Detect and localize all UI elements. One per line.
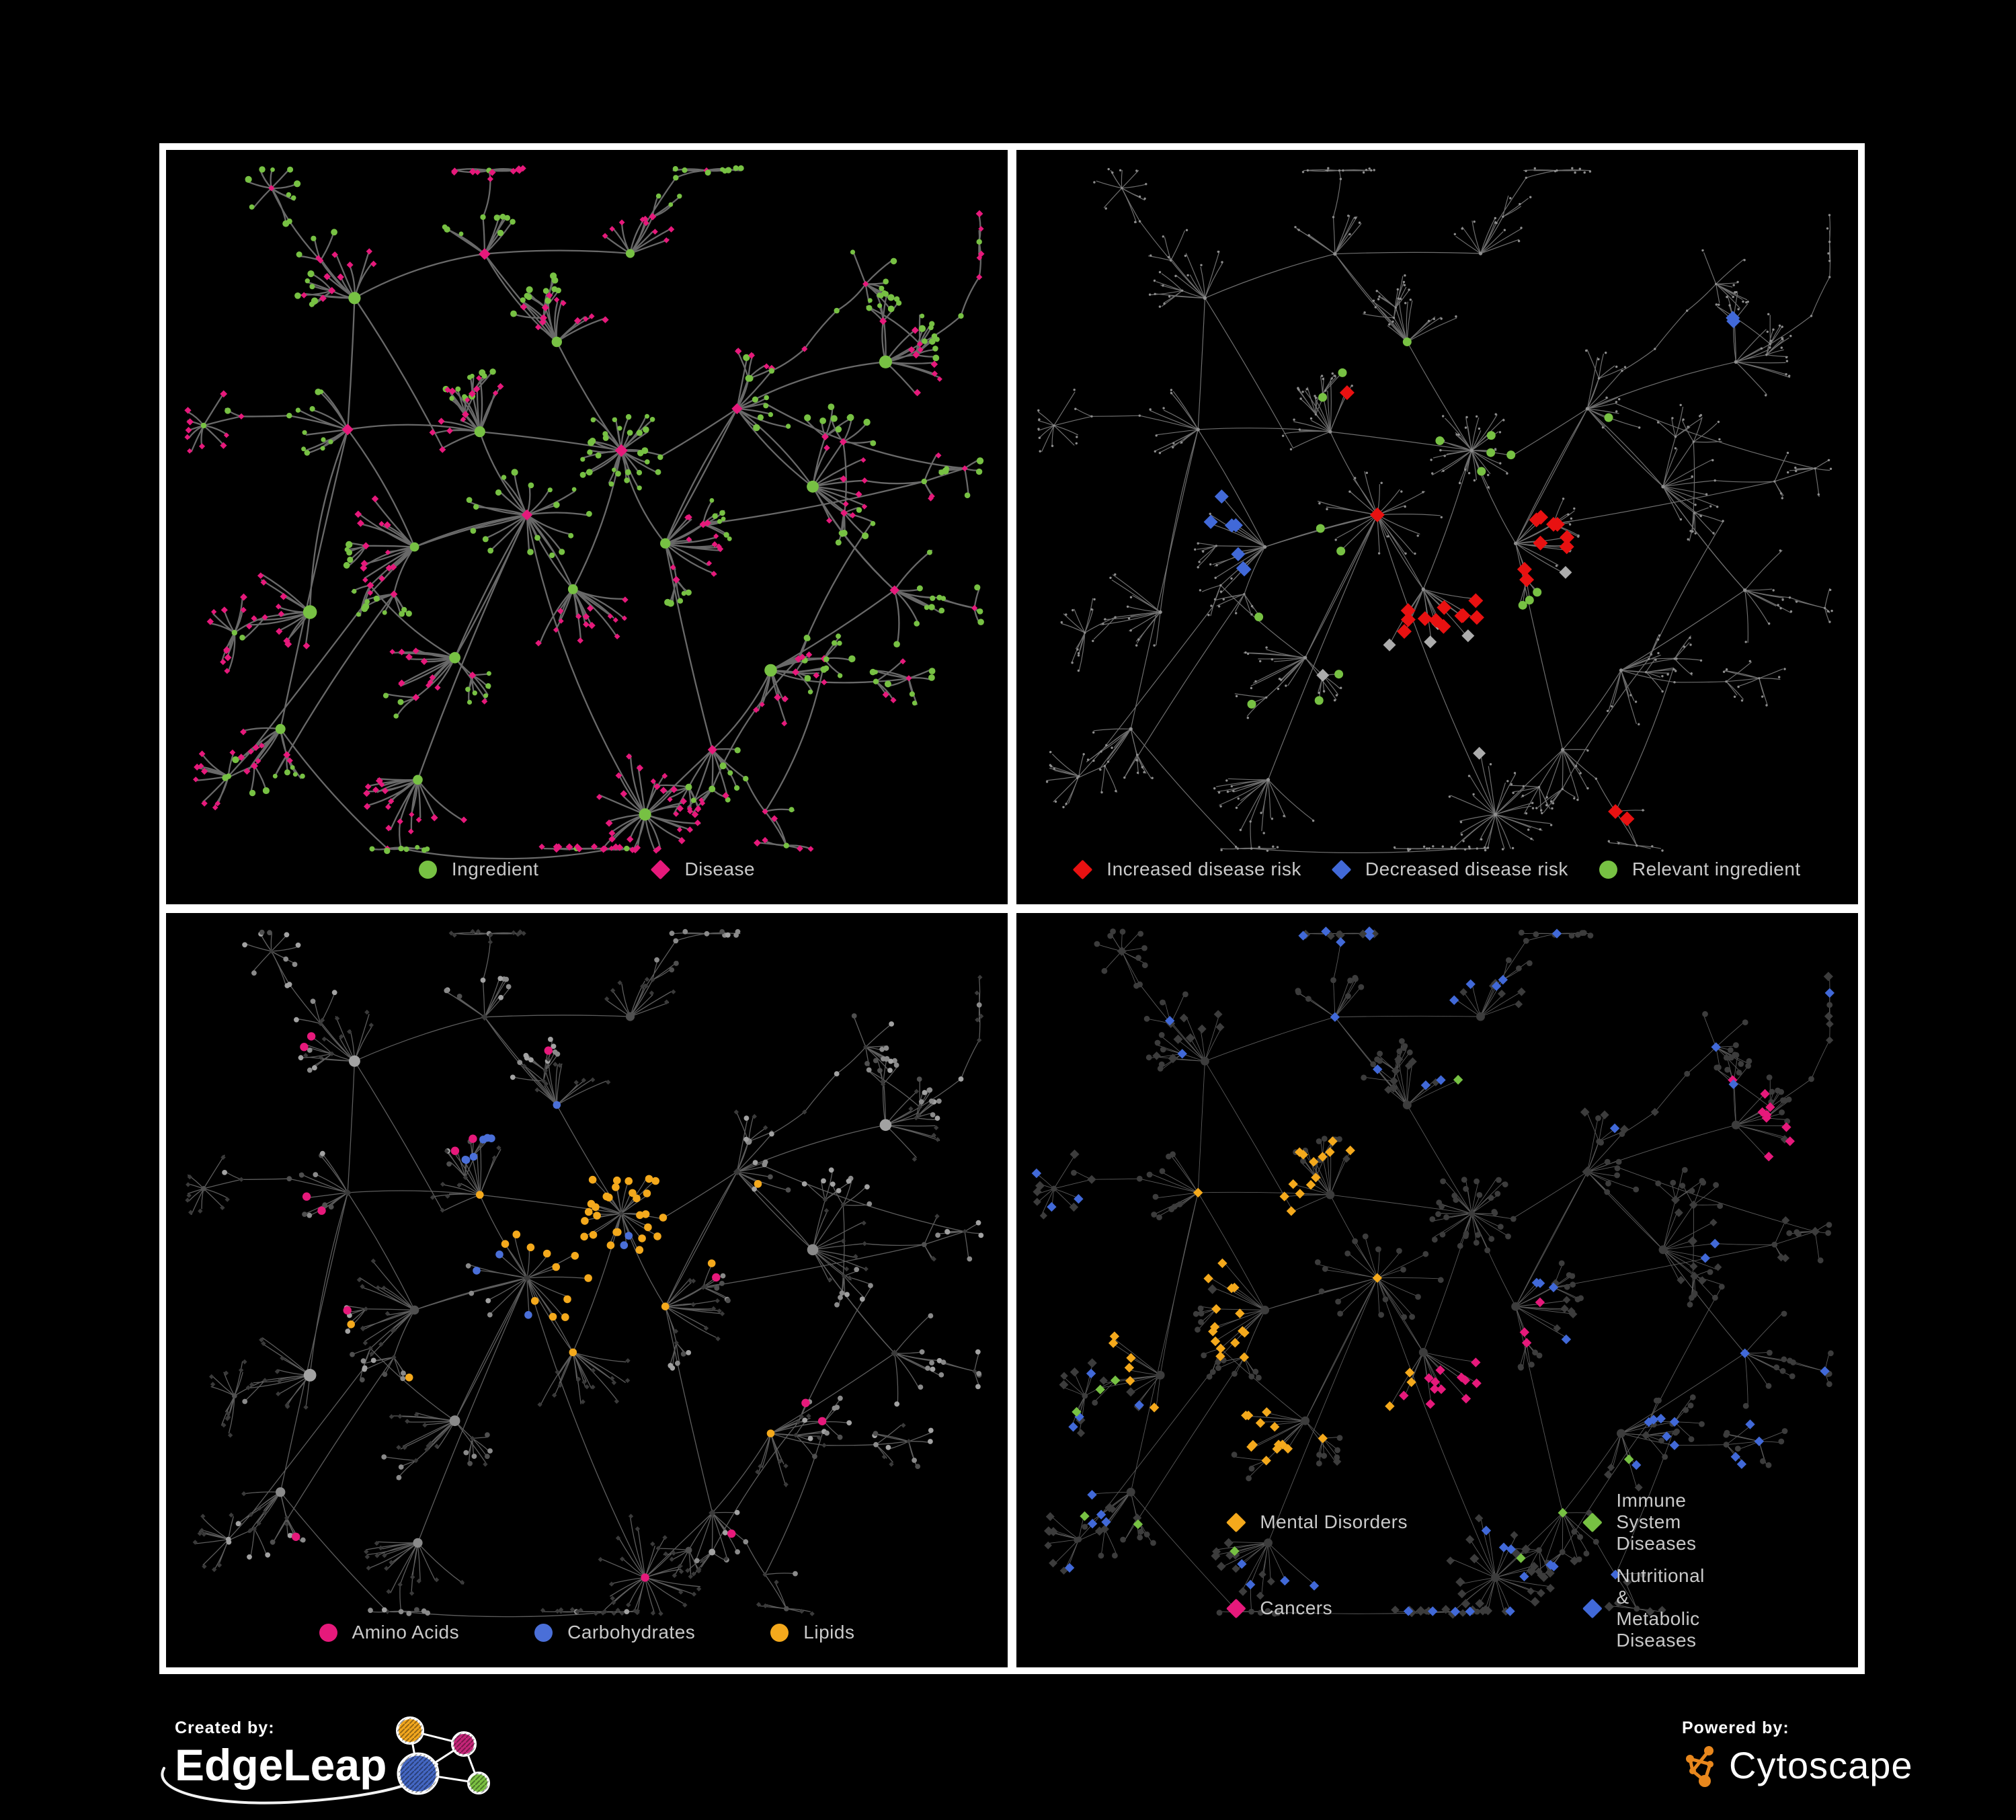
network-graph-disease-classes [1031, 926, 1834, 1619]
edgeleap-credit: Created by: EdgeLeap [161, 1716, 592, 1819]
network-graph-ingredient-disease [184, 165, 985, 860]
network-panel-disease-classes: Mental Disorders Immune System Diseases … [1016, 913, 1858, 1667]
cytoscape-logo-row: Cytoscape [1682, 1743, 1991, 1787]
powered-by-label: Powered by: [1682, 1718, 1789, 1737]
network-graph-nutrient-classes [185, 928, 984, 1618]
network-panel-disease-risk: Increased disease risk Decreased disease… [1016, 150, 1858, 904]
cytoscape-icon [1686, 1745, 1713, 1787]
network-panel-nutrient-classes: Amino Acids Carbohydrates Lipids [166, 913, 1008, 1667]
cytoscape-wordmark: Cytoscape [1729, 1744, 1913, 1786]
edgeleap-wordmark: EdgeLeap [175, 1740, 387, 1790]
cytoscape-credit: Powered by: Cytoscape [1682, 1718, 1991, 1819]
network-panel-ingredient-disease: Ingredient Disease [166, 150, 1008, 904]
edgeleap-molecule-icon [396, 1716, 490, 1795]
created-by-label: Created by: [175, 1718, 275, 1737]
network-graph-disease-risk [1037, 167, 1833, 853]
four-panel-board: Ingredient Disease Increased disease ris… [159, 143, 1865, 1674]
